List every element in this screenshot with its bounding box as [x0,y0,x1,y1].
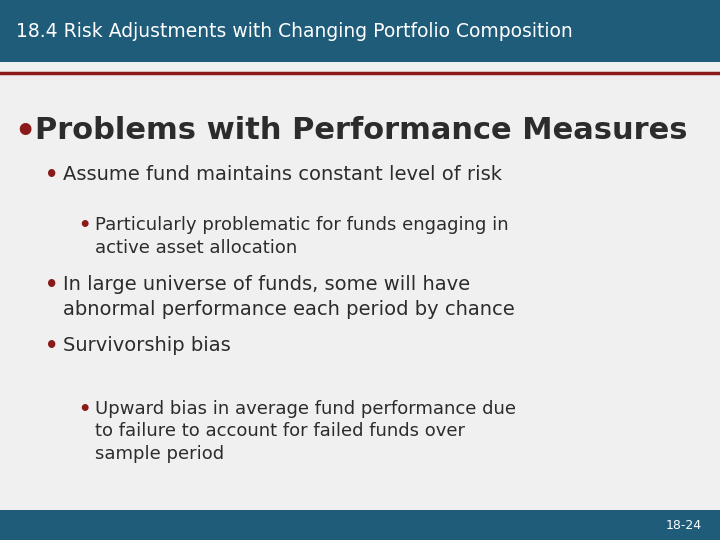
Text: •: • [14,116,36,149]
Text: •: • [78,216,90,235]
FancyBboxPatch shape [0,510,720,540]
Text: •: • [78,400,90,419]
Text: 18-24: 18-24 [666,518,702,532]
FancyBboxPatch shape [0,0,720,62]
Text: Upward bias in average fund performance due
to failure to account for failed fun: Upward bias in average fund performance … [95,400,516,463]
Text: In large universe of funds, some will have
abnormal performance each period by c: In large universe of funds, some will ha… [63,275,515,319]
Text: •: • [45,275,58,295]
Text: Assume fund maintains constant level of risk: Assume fund maintains constant level of … [63,165,503,184]
Text: Particularly problematic for funds engaging in
active asset allocation: Particularly problematic for funds engag… [95,216,508,257]
Text: •: • [45,165,58,185]
Text: Survivorship bias: Survivorship bias [63,336,231,355]
Text: Problems with Performance Measures: Problems with Performance Measures [35,116,687,145]
Text: 18.4 Risk Adjustments with Changing Portfolio Composition: 18.4 Risk Adjustments with Changing Port… [16,22,572,40]
Text: •: • [45,336,58,356]
